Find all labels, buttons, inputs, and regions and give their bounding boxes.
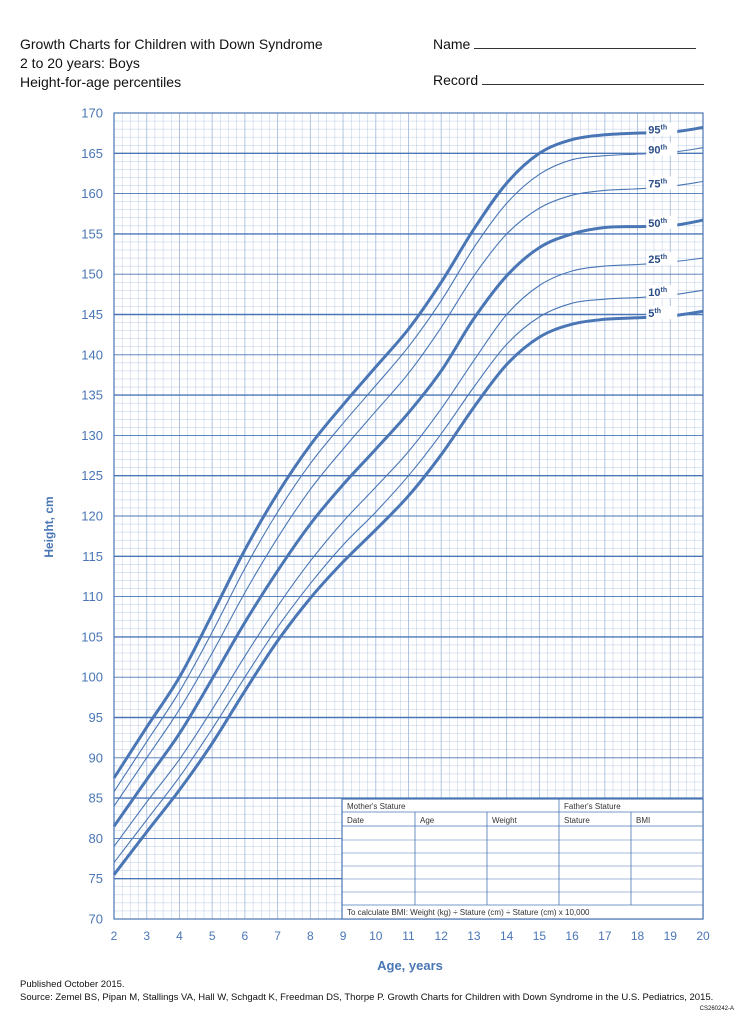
percentile-label-bg [646, 252, 678, 266]
percentile-label-bg [646, 306, 678, 320]
percentile-label-bg [646, 176, 678, 190]
percentile-curves [112, 126, 704, 876]
col-date: Date [347, 816, 364, 825]
y-tick-labels: 70 75 80 85 90 95 100 105 110 115 120 125 130 135 140 1… [81, 106, 103, 927]
y-tick-label: 165 [81, 146, 103, 161]
name-label: Name [433, 36, 471, 52]
y-tick-label: 80 [89, 831, 103, 846]
y-tick-label: 85 [89, 791, 103, 806]
col-age: Age [420, 816, 435, 825]
x-tick-label: 20 [696, 929, 710, 943]
percentile-curve-95 [112, 126, 704, 779]
mothers-stature-label: Mother's Stature [347, 802, 406, 811]
name-field[interactable]: Name [433, 36, 697, 52]
percentile-label-bg [646, 215, 678, 229]
chart-subtitle: 2 to 20 years: Boys [20, 55, 140, 71]
record-table[interactable]: Mother's Stature Father's Stature Date A… [341, 798, 704, 920]
x-tick-label: 7 [274, 929, 281, 943]
x-tick-label: 12 [435, 929, 449, 943]
record-input-line[interactable] [482, 84, 705, 85]
col-stature: Stature [564, 816, 590, 825]
y-tick-label: 110 [82, 589, 103, 604]
percentile-curve-90 [113, 147, 704, 793]
chart-title: Growth Charts for Children with Down Syn… [20, 36, 323, 52]
y-tick-label: 105 [81, 629, 103, 644]
percentile-curve-25 [113, 257, 704, 847]
x-tick-label: 3 [143, 929, 150, 943]
x-tick-label: 9 [340, 929, 347, 943]
y-tick-label: 115 [82, 549, 103, 564]
y-tick-label: 120 [81, 509, 103, 524]
x-tick-label: 11 [402, 929, 415, 943]
chart-header: Growth Charts for Children with Down Syn… [20, 35, 323, 92]
x-tick-label: 4 [176, 929, 183, 943]
fathers-stature-label: Father's Stature [564, 802, 621, 811]
x-tick-label: 2 [111, 929, 118, 943]
x-tick-label: 18 [631, 929, 645, 943]
record-field[interactable]: Record [433, 72, 705, 88]
footer: Published October 2015. Source: Zemel BS… [20, 978, 713, 1004]
x-tick-label: 15 [533, 929, 547, 943]
percentile-curve-75 [113, 180, 704, 807]
percentile-label-bg [646, 285, 678, 299]
source-citation: Source: Zemel BS, Pipan M, Stallings VA,… [20, 992, 714, 1003]
record-label: Record [433, 72, 479, 88]
y-tick-label: 160 [81, 186, 103, 201]
y-tick-label: 100 [81, 670, 103, 685]
percentile-label-bg [646, 142, 678, 156]
x-tick-label: 19 [664, 929, 678, 943]
x-tick-label: 8 [307, 929, 314, 943]
y-axis-title: Height, cm [42, 496, 56, 558]
document-code: CS260242-A [699, 1006, 734, 1012]
y-tick-label: 70 [89, 912, 103, 927]
x-axis-title: Age, years [377, 958, 443, 973]
x-tick-label: 10 [369, 929, 383, 943]
y-tick-label: 125 [81, 468, 103, 483]
y-tick-label: 130 [81, 428, 103, 443]
y-tick-label: 145 [81, 307, 103, 322]
x-tick-labels: 2 3 4 5 6 7 8 9 10 11 12 13 14 15 16 17 18 19 20 [111, 929, 710, 943]
y-tick-label: 90 [89, 750, 103, 765]
col-weight: Weight [492, 816, 518, 825]
x-tick-label: 5 [209, 929, 216, 943]
y-tick-label: 140 [81, 347, 103, 362]
percentile-curve-10 [113, 289, 704, 863]
y-tick-label: 95 [89, 710, 103, 725]
y-tick-label: 150 [81, 267, 103, 282]
percentile-label-bg [646, 122, 678, 136]
chart-name: Height-for-age percentiles [20, 74, 182, 90]
x-tick-label: 16 [565, 929, 579, 943]
major-grid [113, 112, 704, 920]
published-date: Published October 2015. [20, 979, 125, 990]
name-input-line[interactable] [474, 48, 697, 49]
bmi-note: To calculate BMI: Weight (kg) ÷ Stature … [347, 908, 590, 917]
y-tick-label: 170 [81, 106, 103, 121]
y-tick-label: 75 [89, 871, 103, 886]
percentile-curve-50 [112, 218, 704, 828]
x-tick-label: 6 [242, 929, 249, 943]
y-tick-label: 155 [81, 226, 103, 241]
x-tick-label: 17 [598, 929, 612, 943]
x-tick-label: 13 [467, 929, 481, 943]
y-tick-label: 135 [81, 388, 103, 403]
percentile-curve-5 [112, 309, 704, 876]
x-tick-label: 14 [500, 929, 514, 943]
col-bmi: BMI [636, 816, 650, 825]
